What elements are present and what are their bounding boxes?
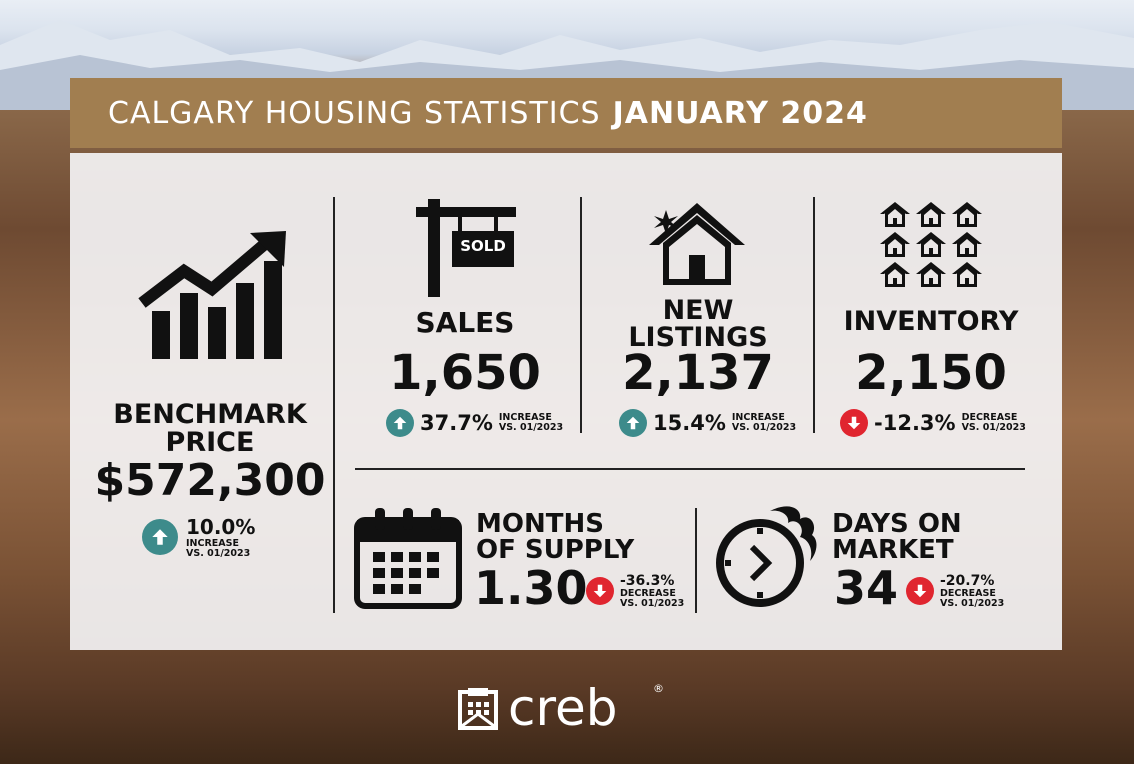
- divider-horizontal: [355, 468, 1025, 470]
- sold-sign-icon: [416, 199, 516, 297]
- chart-growth-icon: [138, 231, 286, 359]
- days-market-value: 34: [834, 561, 899, 615]
- arrow-up-icon: [619, 409, 647, 437]
- building-logo-icon: [458, 688, 498, 730]
- arrow-down-icon: [586, 577, 614, 605]
- new-listings-value: 2,137: [622, 345, 774, 401]
- inventory-value: 2,150: [855, 345, 1007, 401]
- months-supply-change-vs: VS. 01/2023: [620, 598, 685, 609]
- months-supply-label-line1: MONTHS: [476, 509, 604, 539]
- sales-change: 37.7% INCREASE VS. 01/2023: [386, 409, 563, 437]
- registered-mark: ®: [653, 682, 664, 695]
- benchmark-change-vs: VS. 01/2023: [186, 548, 251, 559]
- benchmark-change: 10.0% INCREASE VS. 01/2023: [142, 515, 255, 559]
- months-supply-value: 1.30: [474, 561, 588, 615]
- divider-bottom: [695, 508, 697, 613]
- days-market-change: -20.7% DECREASE VS. 01/2023: [906, 573, 1004, 609]
- days-market-change-direction: DECREASE: [940, 588, 996, 599]
- benchmark-label-line2: PRICE: [165, 427, 255, 458]
- benchmark-label: BENCHMARK PRICE: [90, 401, 330, 457]
- banner-title-text: CALGARY HOUSING STATISTICS: [108, 95, 601, 131]
- house-icon: [649, 203, 745, 285]
- new-listings-change-pct: 15.4%: [653, 411, 726, 435]
- houses-grid-icon: [880, 202, 982, 287]
- creb-logo: creb: [458, 679, 618, 737]
- days-market-change-vs: VS. 01/2023: [940, 598, 1005, 609]
- new-listings-change: 15.4% INCREASE VS. 01/2023: [619, 409, 796, 437]
- months-supply-change: -36.3% DECREASE VS. 01/2023: [586, 573, 684, 609]
- days-market-label-line2: MARKET: [832, 535, 954, 565]
- arrow-down-icon: [906, 577, 934, 605]
- new-listings-change-direction: INCREASE: [731, 412, 785, 423]
- divider-listings-inventory: [813, 197, 815, 433]
- inventory-change: -12.3% DECREASE VS. 01/2023: [840, 409, 1026, 437]
- inventory-change-pct: -12.3%: [874, 411, 956, 435]
- inventory-change-direction: DECREASE: [961, 412, 1018, 423]
- sales-change-vs: VS. 01/2023: [498, 422, 564, 433]
- sales-change-pct: 37.7%: [420, 411, 493, 435]
- sales-value: 1,650: [389, 345, 541, 401]
- clock-fire-icon: [716, 506, 817, 607]
- benchmark-value: $572,300: [94, 455, 326, 506]
- months-supply-change-pct: -36.3%: [620, 573, 675, 589]
- months-supply-label-line2: OF SUPPLY: [476, 535, 635, 565]
- divider-sales-listings: [580, 197, 582, 433]
- title-banner: CALGARY HOUSING STATISTICS JANUARY 2024: [70, 78, 1062, 148]
- days-market-label-line1: DAYS ON: [832, 509, 962, 539]
- stats-panel: BENCHMARK PRICE $572,300 10.0% INCREASE …: [70, 153, 1062, 650]
- days-market-label: DAYS ON MARKET: [832, 511, 962, 563]
- months-supply-change-direction: DECREASE: [620, 588, 676, 599]
- arrow-up-icon: [386, 409, 414, 437]
- new-listings-label-line2: LISTINGS: [628, 322, 768, 353]
- benchmark-change-direction: INCREASE: [186, 538, 239, 549]
- new-listings-change-vs: VS. 01/2023: [731, 422, 797, 433]
- sales-label: SALES: [415, 306, 515, 339]
- creb-logo-text: creb: [508, 679, 618, 737]
- new-listings-label-line1: NEW: [662, 295, 734, 326]
- arrow-down-icon: [840, 409, 868, 437]
- days-market-change-pct: -20.7%: [940, 573, 995, 589]
- benchmark-label-line1: BENCHMARK: [113, 399, 307, 430]
- sales-change-direction: INCREASE: [498, 412, 552, 423]
- benchmark-change-pct: 10.0%: [186, 515, 256, 539]
- months-supply-label: MONTHS OF SUPPLY: [476, 511, 634, 563]
- sold-sign-text: SOLD: [460, 237, 506, 255]
- banner-period: JANUARY 2024: [612, 95, 868, 131]
- divider-left: [333, 197, 335, 613]
- inventory-change-vs: VS. 01/2023: [961, 422, 1026, 433]
- calendar-icon: [354, 508, 462, 609]
- arrow-up-icon: [142, 519, 178, 555]
- banner-title: CALGARY HOUSING STATISTICS JANUARY 2024: [108, 96, 868, 131]
- inventory-label: INVENTORY: [843, 306, 1019, 337]
- new-listings-label: NEW LISTINGS: [598, 297, 798, 351]
